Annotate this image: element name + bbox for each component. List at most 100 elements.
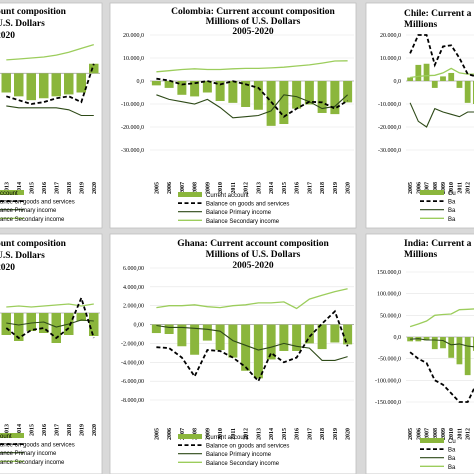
y-tick-label: -10.000,0 bbox=[378, 102, 401, 108]
bar-current-account bbox=[202, 81, 212, 93]
bar-current-account bbox=[343, 81, 353, 103]
x-tick-label: 2006 bbox=[167, 428, 173, 440]
chart-p2: Colombia: Current account compositionMil… bbox=[109, 2, 357, 229]
bar-current-account bbox=[448, 337, 455, 358]
bar-current-account bbox=[190, 81, 200, 97]
y-tick-label: 100.000,0 bbox=[377, 292, 401, 298]
bar-current-account bbox=[151, 81, 161, 86]
bar-current-account bbox=[292, 324, 302, 351]
chart-title-line: ount composition bbox=[0, 7, 67, 17]
bar-current-account bbox=[464, 81, 471, 103]
legend-swatch-current-account bbox=[178, 434, 202, 439]
x-tick-label: 2014 bbox=[269, 182, 275, 194]
bar-current-account bbox=[190, 324, 200, 355]
bar-current-account bbox=[253, 81, 263, 110]
line-secondary-income bbox=[156, 288, 348, 310]
x-tick-label: 2019 bbox=[79, 182, 85, 194]
x-tick-label: 2009 bbox=[205, 182, 211, 194]
chart-title-line: U.S. Dollars bbox=[0, 251, 45, 261]
y-tick-label: -2.000,00 bbox=[121, 341, 144, 347]
x-tick-label: 2010 bbox=[449, 428, 455, 440]
x-tick-label: 2015 bbox=[29, 424, 35, 436]
legend-label: Balance on goods and services bbox=[206, 444, 289, 450]
y-tick-label: -20.000,0 bbox=[378, 125, 401, 131]
legend-label: Balance Primary income bbox=[206, 452, 272, 458]
legend-label: Ba bbox=[448, 208, 456, 214]
bar-current-account bbox=[14, 73, 24, 97]
legend-label: ance Primary income bbox=[0, 208, 57, 214]
x-tick-label: 2017 bbox=[307, 428, 313, 440]
y-tick-label: -30.000,0 bbox=[378, 148, 401, 154]
line-primary-income bbox=[156, 324, 348, 361]
y-tick-label: 4.000,00 bbox=[123, 285, 144, 291]
x-tick-label: 2019 bbox=[333, 182, 339, 194]
y-tick-label: 10.000,0 bbox=[123, 56, 144, 62]
bar-current-account bbox=[215, 81, 225, 102]
x-tick-label: 2013 bbox=[256, 428, 262, 440]
bar-current-account bbox=[330, 81, 340, 115]
x-tick-label: 2019 bbox=[333, 428, 339, 440]
x-tick-label: 2008 bbox=[433, 428, 439, 440]
bar-current-account bbox=[304, 81, 314, 105]
bar-current-account bbox=[177, 81, 187, 95]
chart-title-line: Millions bbox=[404, 20, 438, 30]
line-primary-income bbox=[409, 102, 474, 128]
line-secondary-income bbox=[409, 308, 474, 328]
x-tick-label: 2007 bbox=[425, 428, 431, 440]
x-tick-label: 2015 bbox=[282, 182, 288, 194]
y-tick-label: 2.000,00 bbox=[123, 304, 144, 310]
bar-current-account bbox=[164, 81, 174, 88]
legend-swatch-current-account bbox=[0, 433, 24, 438]
y-tick-label: 0,0 bbox=[137, 79, 145, 85]
x-tick-label: 2020 bbox=[346, 428, 352, 440]
legend-label: ance on goods and services bbox=[0, 443, 75, 449]
legend-label: ccount bbox=[0, 191, 18, 197]
y-tick-label: 50.000,0 bbox=[380, 313, 401, 319]
x-tick-label: 2013 bbox=[4, 424, 10, 436]
line-secondary-income bbox=[6, 303, 94, 308]
legend-swatch-current-account bbox=[0, 190, 24, 195]
legend-label: Current account bbox=[206, 435, 249, 441]
x-tick-label: 2006 bbox=[416, 428, 422, 440]
legend-label: Balance Secondary income bbox=[206, 219, 280, 225]
bar-current-account bbox=[76, 313, 86, 321]
y-tick-label: 0,0 bbox=[394, 79, 402, 85]
y-tick-label: 0,0 bbox=[394, 335, 402, 341]
x-tick-label: 2007 bbox=[180, 182, 186, 194]
x-tick-label: 2010 bbox=[218, 182, 224, 194]
chart-title-line: 2005-2020 bbox=[232, 261, 273, 271]
line-goods-services bbox=[409, 351, 474, 403]
legend-label: Current account bbox=[206, 193, 249, 199]
legend-label: ance Primary income bbox=[0, 451, 57, 457]
x-tick-label: 2018 bbox=[67, 424, 73, 436]
bar-current-account bbox=[456, 337, 463, 365]
bar-current-account bbox=[89, 313, 99, 336]
chart-p4: ount composition U.S. Dollars 2020 2013 2014… bbox=[0, 233, 103, 474]
bar-current-account bbox=[1, 73, 11, 93]
bar-current-account bbox=[440, 337, 446, 349]
y-tick-label: -150.000,0 bbox=[375, 400, 401, 406]
bar-current-account bbox=[151, 324, 161, 334]
x-tick-label: 2014 bbox=[269, 428, 275, 440]
x-tick-label: 2005 bbox=[408, 428, 414, 440]
bar-current-account bbox=[317, 324, 327, 350]
bar-current-account bbox=[241, 81, 251, 107]
legend-label: Balance Secondary income bbox=[206, 461, 280, 467]
legend-label: ance on goods and services bbox=[0, 200, 75, 206]
line-goods-services bbox=[156, 309, 349, 383]
bar-current-account bbox=[14, 313, 24, 341]
x-tick-label: 2012 bbox=[466, 182, 472, 194]
legend-label: ance Secondary income bbox=[0, 460, 65, 466]
chart-title-line: Millions bbox=[404, 250, 438, 260]
chart-title-line: 2020 bbox=[0, 263, 15, 273]
x-tick-label: 2013 bbox=[4, 182, 10, 194]
line-primary-income bbox=[6, 319, 94, 328]
line-primary-income bbox=[156, 94, 348, 119]
x-tick-label: 2020 bbox=[92, 182, 98, 194]
chart-title-line: Ghana: Current account composition bbox=[177, 239, 329, 249]
bar-current-account bbox=[304, 324, 314, 344]
bar-current-account bbox=[456, 81, 463, 88]
line-goods-services bbox=[409, 34, 474, 77]
bar-current-account bbox=[448, 72, 455, 81]
